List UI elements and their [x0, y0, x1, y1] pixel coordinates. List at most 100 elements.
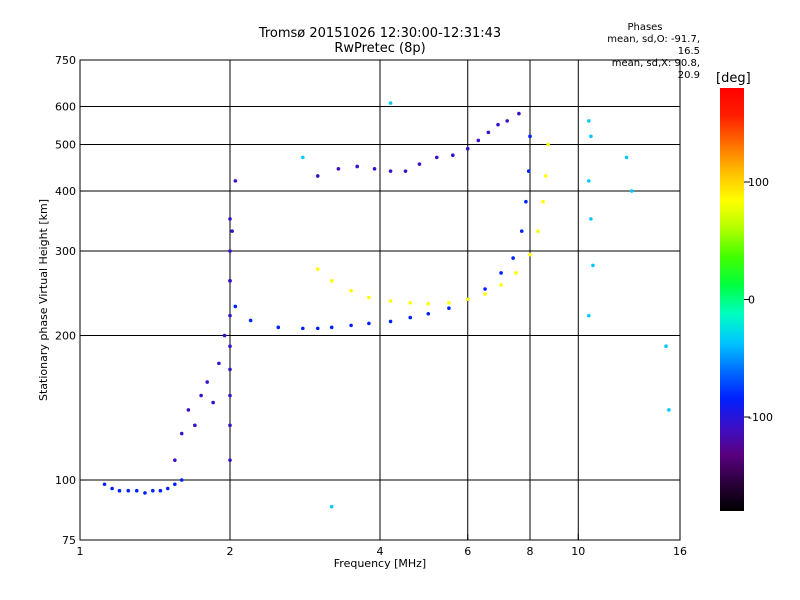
x-tick-label: 6 — [464, 545, 471, 558]
data-point — [526, 169, 531, 173]
colorbar-tick-label: 100 — [748, 176, 769, 189]
data-point — [388, 299, 393, 303]
data-point — [587, 179, 591, 183]
data-points — [102, 101, 671, 509]
data-point — [126, 488, 131, 493]
data-point — [228, 217, 232, 221]
data-point — [536, 229, 540, 233]
x-axis-label: Frequency [MHz] — [334, 557, 426, 570]
data-point — [514, 271, 518, 275]
data-point — [211, 400, 215, 405]
y-tick-label: 75 — [62, 534, 76, 547]
data-point — [173, 482, 177, 487]
data-point — [349, 288, 353, 293]
data-point — [629, 189, 634, 193]
data-point — [179, 478, 184, 482]
data-point — [134, 488, 139, 493]
data-point — [511, 256, 515, 260]
data-point — [476, 138, 481, 143]
data-point — [546, 142, 550, 147]
data-point — [543, 174, 548, 178]
y-tick-label: 200 — [55, 330, 76, 343]
phase-stats: Phases mean, sd,O: -91.7, 16.5 mean, sd,… — [590, 22, 700, 82]
y-tick-label: 500 — [55, 139, 76, 152]
x-tick-label: 4 — [377, 545, 384, 558]
data-point — [276, 325, 281, 330]
data-point — [451, 153, 455, 158]
data-point — [408, 301, 413, 305]
data-point — [541, 199, 545, 204]
data-point — [102, 482, 107, 487]
y-tick-label: 300 — [55, 245, 76, 258]
data-point — [179, 431, 184, 436]
data-point — [329, 279, 334, 283]
data-point — [199, 393, 203, 398]
data-point — [465, 297, 470, 302]
data-point — [591, 263, 595, 268]
data-point — [587, 313, 591, 318]
data-point — [228, 344, 232, 349]
y-tick-label: 750 — [55, 54, 76, 67]
data-point — [408, 315, 413, 320]
data-point — [329, 325, 334, 330]
data-point — [499, 271, 503, 275]
data-point — [667, 408, 671, 412]
data-point — [496, 122, 500, 127]
chart-subtitle: RwPretec (8p) — [334, 41, 426, 56]
y-tick-label: 400 — [55, 185, 76, 198]
x-tick-label: 8 — [527, 545, 534, 558]
data-point — [528, 252, 532, 257]
y-axis: 75 100 200 300 400 500 600 750 — [55, 54, 86, 547]
data-point — [228, 279, 232, 283]
y-tick-label: 100 — [55, 474, 76, 487]
data-point — [329, 504, 334, 509]
data-point — [426, 301, 431, 306]
data-point — [173, 458, 177, 462]
x-axis: 1 2 4 6 8 10 16 — [77, 534, 687, 558]
data-point — [417, 162, 422, 166]
data-point — [367, 295, 371, 300]
data-point — [228, 458, 232, 462]
data-point — [587, 119, 591, 123]
data-point — [193, 423, 197, 428]
data-point — [186, 408, 191, 412]
data-point — [315, 267, 320, 271]
x-tick-label: 1 — [77, 545, 84, 558]
data-point — [205, 380, 209, 384]
data-point — [486, 130, 491, 135]
data-point — [388, 319, 393, 324]
data-point — [230, 229, 234, 233]
y-tick-label: 600 — [55, 101, 76, 114]
data-point — [228, 313, 232, 318]
data-point — [664, 344, 668, 349]
data-point — [117, 488, 122, 493]
data-point — [336, 167, 341, 171]
data-point — [589, 134, 593, 139]
data-point — [388, 101, 393, 105]
data-point — [465, 146, 470, 151]
data-point — [143, 491, 147, 495]
colorbar-tick-label: 0 — [748, 294, 755, 307]
chart-title: Tromsø 20151026 12:30:00-12:31:43 — [258, 26, 502, 41]
data-point — [589, 217, 593, 221]
data-point — [434, 155, 439, 160]
data-point — [349, 323, 353, 328]
colorbar-tick-label: -100 — [748, 411, 773, 424]
data-point — [447, 306, 451, 311]
data-point — [233, 179, 238, 183]
data-point — [158, 488, 163, 493]
data-point — [228, 249, 232, 253]
colorbar-gradient — [720, 88, 744, 511]
data-point — [519, 229, 524, 233]
data-point — [499, 283, 503, 287]
colorbar-label: [deg] — [716, 71, 751, 86]
phase-stats-heading: Phases — [627, 22, 663, 33]
data-point — [372, 167, 377, 171]
data-point — [315, 174, 320, 178]
data-point — [505, 119, 509, 123]
data-point — [483, 292, 487, 296]
data-point — [388, 169, 393, 173]
data-point — [301, 155, 305, 160]
data-point — [151, 488, 155, 493]
data-point — [483, 287, 487, 291]
